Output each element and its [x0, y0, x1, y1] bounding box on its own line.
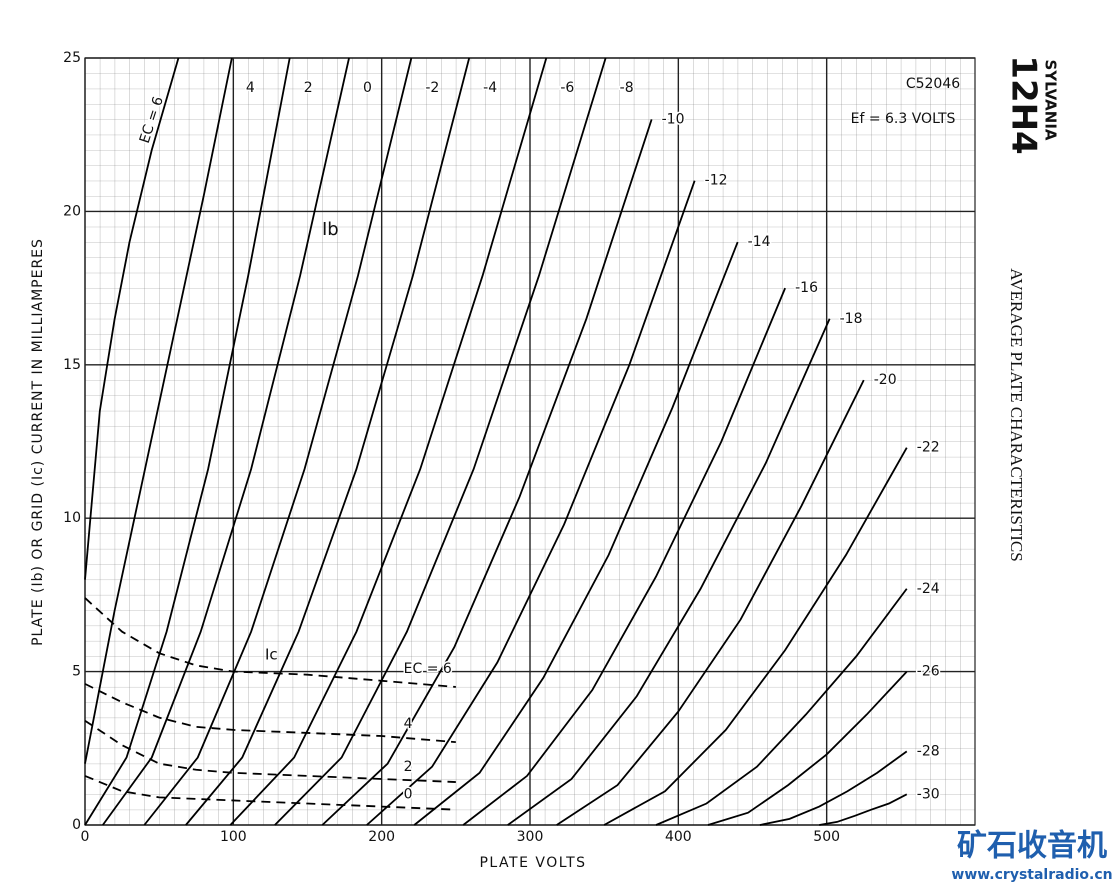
- series-label: -16: [795, 280, 818, 296]
- series-label: -20: [874, 372, 897, 388]
- series-label: 4: [404, 716, 413, 732]
- y-tick-label: 25: [63, 50, 81, 66]
- y-tick-label: 10: [63, 510, 81, 526]
- plate-current-curve: [102, 57, 350, 826]
- series-label: 0: [404, 787, 413, 803]
- series-label: -10: [662, 111, 685, 127]
- chart-title: AVERAGE PLATE CHARACTERISTICS: [1007, 268, 1026, 561]
- grid-current-curve: [84, 775, 456, 811]
- plate-current-curve: [556, 379, 865, 826]
- series-label: -26: [917, 664, 940, 680]
- tube-type: 12H4: [1004, 55, 1044, 154]
- series-label: -24: [917, 581, 940, 597]
- plate-current-curve: [274, 57, 607, 826]
- heater-note: Ef = 6.3 VOLTS: [851, 111, 956, 127]
- plate-current-curve: [603, 447, 908, 826]
- grid-current-curve: [84, 683, 456, 744]
- watermark-url: www.crystalradio.cn: [951, 867, 1112, 883]
- series-label: -4: [483, 80, 497, 96]
- code: C52046: [906, 76, 960, 92]
- grid-current-curve: [84, 597, 456, 688]
- grid-current-curve: [84, 719, 456, 783]
- plate-current-curve: [462, 287, 786, 826]
- series-label: -30: [917, 786, 940, 802]
- series-label: -8: [620, 80, 634, 96]
- x-tick-label: 100: [220, 829, 247, 845]
- x-axis-label: PLATE VOLTS: [479, 855, 586, 871]
- series-label: -2: [425, 80, 439, 96]
- series-label: 0: [363, 80, 372, 96]
- x-tick-label: 0: [81, 829, 90, 845]
- plate-current-curve: [707, 670, 908, 826]
- watermark-text: 矿石收音机: [957, 829, 1107, 864]
- plate-current-curve: [413, 241, 739, 826]
- series-label: 2: [404, 759, 413, 775]
- y-tick-label: 20: [63, 203, 81, 219]
- series-label: -12: [705, 173, 728, 189]
- series-label: -22: [917, 440, 940, 456]
- series-label: -14: [748, 234, 771, 250]
- plate-current-curve: [507, 318, 831, 826]
- plate-current-annotation: Ib: [322, 219, 339, 240]
- plate-current-curve: [84, 57, 233, 764]
- plate-current-curve: [321, 119, 653, 826]
- x-tick-label: 500: [813, 829, 840, 845]
- plate-current-curve: [143, 57, 413, 826]
- series-label: 2: [304, 80, 313, 96]
- series-label: 4: [246, 80, 255, 96]
- plate-current-curve: [655, 588, 908, 826]
- x-tick-label: 300: [517, 829, 544, 845]
- y-tick-label: 0: [72, 817, 81, 833]
- series-label: -28: [917, 743, 940, 759]
- series-label: -18: [840, 311, 863, 327]
- x-tick-label: 200: [368, 829, 395, 845]
- series-label: EC = 6: [404, 661, 452, 677]
- series-label: -6: [560, 80, 574, 96]
- plate-current-curve: [229, 57, 548, 826]
- x-tick-label: 400: [665, 829, 692, 845]
- plate-current-curve: [759, 750, 908, 826]
- grid-current-annotation: Ic: [265, 646, 278, 664]
- y-tick-label: 5: [72, 664, 81, 680]
- brand: SYLVANIA: [1042, 59, 1060, 140]
- y-axis-label: PLATE (Ib) OR GRID (Ic) CURRENT IN MILLI…: [30, 238, 46, 646]
- y-tick-label: 15: [63, 357, 81, 373]
- plate-current-curve: [84, 57, 180, 580]
- plate-current-curve: [366, 180, 696, 826]
- plate-current-curve: [84, 57, 291, 826]
- plate-current-curve: [185, 57, 471, 826]
- plate-current-curve: [819, 793, 908, 826]
